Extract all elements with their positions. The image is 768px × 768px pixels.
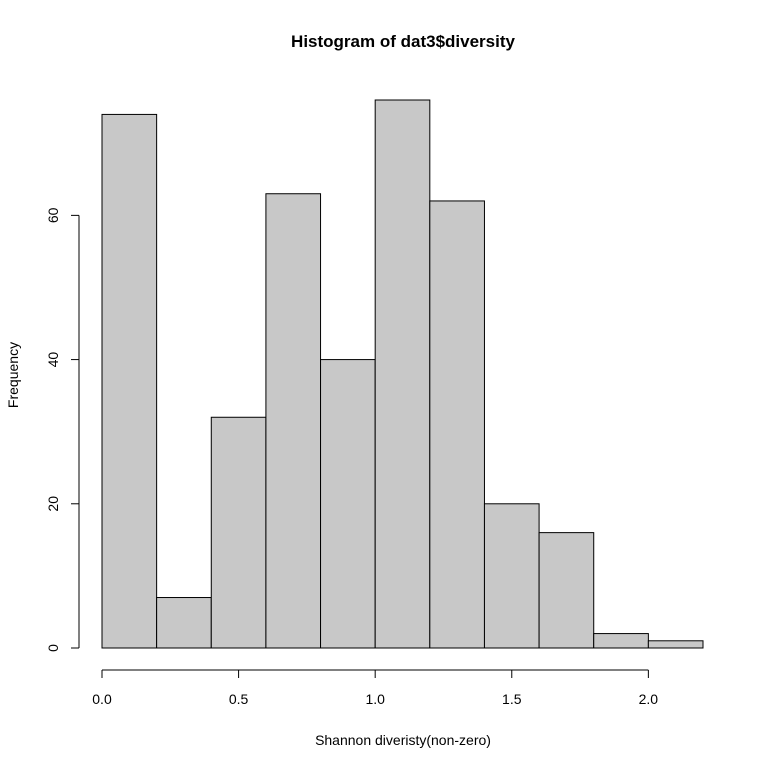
x-tick-label: 2.0 — [639, 691, 659, 707]
histogram-bar-4 — [320, 359, 376, 649]
x-tick-label: 0.0 — [92, 691, 112, 707]
y-axis-label: Frequency — [5, 342, 21, 408]
histogram-bar-6 — [429, 200, 485, 649]
x-tick-label: 1.0 — [365, 691, 385, 707]
histogram-bar-1 — [156, 597, 212, 649]
x-axis: 0.0 0.5 1.0 1.5 2.0 — [92, 669, 659, 707]
x-axis-label: Shannon diveristy(non-zero) — [315, 732, 491, 748]
y-tick-label: 40 — [45, 352, 61, 368]
histogram-bar-8 — [538, 532, 595, 649]
histogram-bar-5 — [374, 99, 431, 649]
y-tick-label: 20 — [45, 496, 61, 512]
x-tick-label: 0.5 — [229, 691, 249, 707]
y-tick-label: 0 — [45, 644, 61, 652]
histogram-bar-7 — [483, 503, 540, 649]
histogram-bar-0 — [101, 113, 158, 649]
x-tick-label: 1.5 — [502, 691, 522, 707]
histogram-bar-10 — [647, 640, 704, 649]
chart-title: Histogram of dat3$diversity — [291, 32, 515, 51]
histogram-bar-9 — [593, 633, 649, 649]
y-tick-label: 60 — [45, 207, 61, 223]
histogram-bar-3 — [265, 193, 322, 649]
histogram-bar-2 — [210, 416, 267, 649]
y-axis: 0 20 40 60 — [45, 207, 80, 652]
bars-group — [101, 99, 704, 649]
